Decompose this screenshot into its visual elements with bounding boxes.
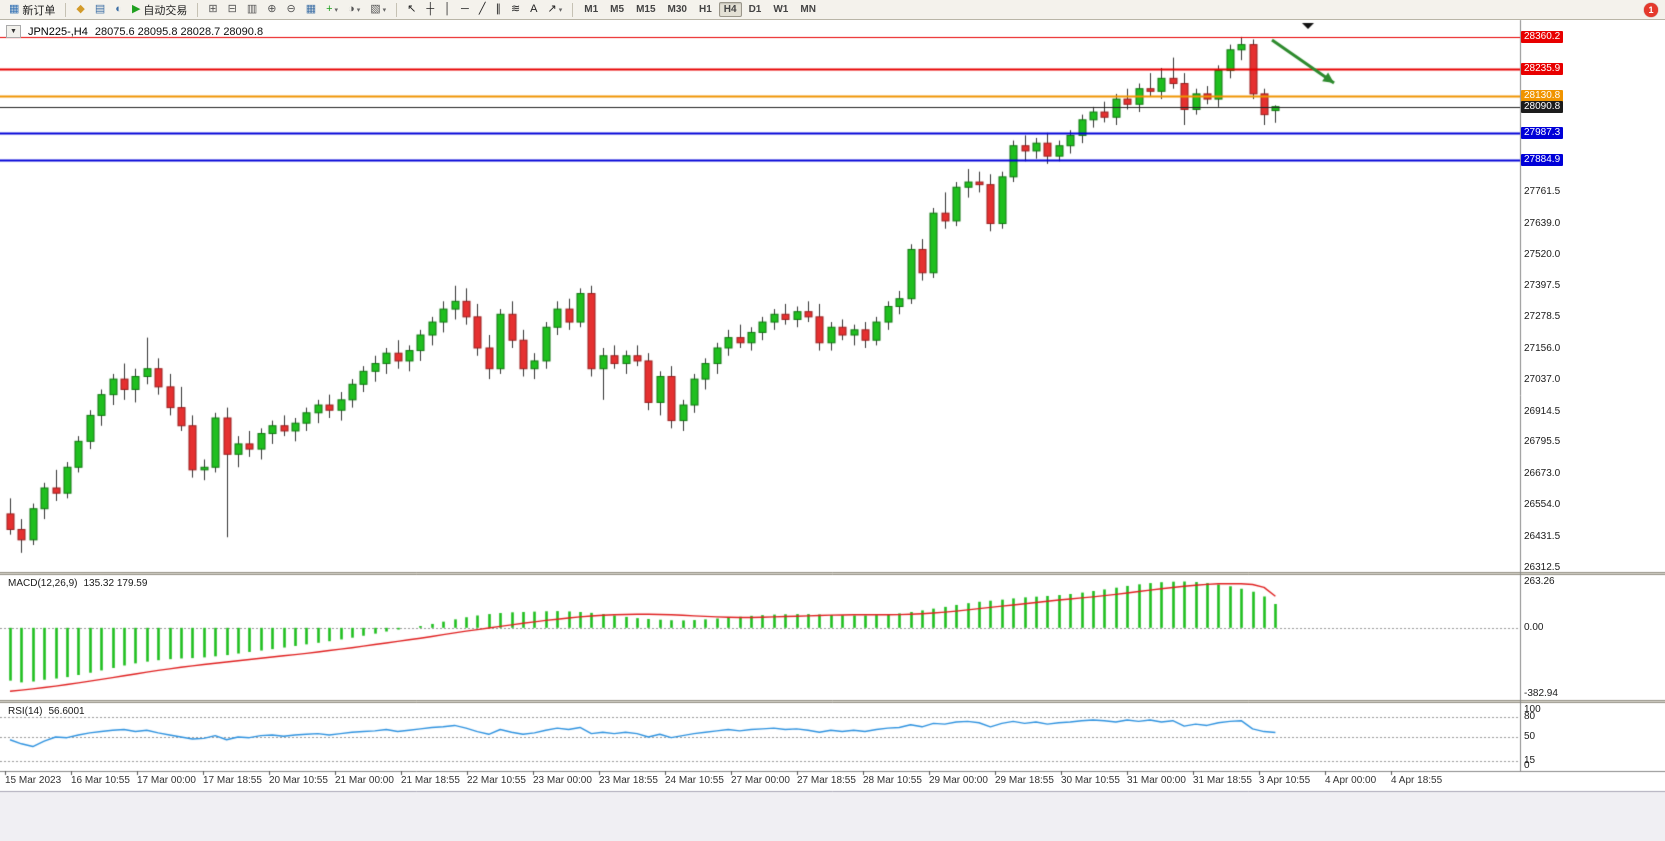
notification-badge[interactable]: 1 [1644, 3, 1658, 17]
zoom-out-icon: ⊖ [286, 3, 296, 15]
dropdown-arrow-icon: ▾ [558, 6, 563, 14]
new-order-icon: ▦ [9, 3, 20, 15]
arrows-icon: ↗ [547, 3, 557, 15]
timeframe-M1[interactable]: M1 [584, 4, 599, 15]
cursor-icon[interactable]: ↖ [403, 1, 420, 19]
crosshair-icon[interactable]: ┼ [422, 1, 438, 19]
new-order-button[interactable]: ▦ 新订单 [5, 1, 59, 19]
rsi-value: 56.6001 [48, 706, 85, 717]
cursor-icon: ↖ [407, 3, 417, 15]
horizontal-line-icon[interactable]: ─ [457, 1, 473, 19]
text-icon[interactable]: A [526, 1, 541, 19]
grid-icon[interactable]: ▦ [302, 1, 320, 19]
vertical-line-icon: │ [444, 3, 452, 15]
templates-icon: ▧ [370, 3, 381, 15]
rsi-label: RSI(14) 56.6001 [8, 706, 85, 717]
chart-ohlc-values: 28075.6 28095.8 28028.7 28090.8 [94, 25, 264, 38]
fibonacci-icon[interactable]: ≋ [507, 1, 524, 19]
toolbar-separator [572, 2, 574, 17]
timeframe-MN[interactable]: MN [800, 4, 816, 15]
toolbar-separator [65, 2, 67, 17]
cascade-windows-icon[interactable]: ⊟ [224, 1, 241, 19]
auto-trading-button[interactable]: ▶ 自动交易 [128, 1, 191, 19]
zoom-in-icon: ⊕ [267, 3, 277, 15]
new-order-button-label: 新订单 [22, 4, 56, 17]
timeframe-H4[interactable]: H4 [718, 2, 742, 17]
navigator-icon: ◐ [115, 3, 122, 15]
macd-label: MACD(12,26,9) 135.32 179.59 [8, 578, 147, 589]
trendline-icon[interactable]: ╱ [475, 1, 490, 19]
profiles-icon[interactable]: ◆ [72, 1, 88, 19]
trendline-icon: ╱ [478, 3, 486, 15]
chart-title: ▼ JPN225-,H4 28075.6 28095.8 28028.7 280… [6, 25, 263, 38]
toolbar-separator [396, 2, 398, 17]
dropdown-arrow-icon: ▾ [382, 6, 387, 14]
timeframe-D1[interactable]: D1 [748, 4, 762, 15]
periods-icon: ◑ [348, 3, 355, 15]
timeframe-H1[interactable]: H1 [698, 4, 712, 15]
toolbar: ▦ 新订单 ◆ ▤ ◐ ▶ 自动交易 ⊞ ⊟ ▥ ⊕ ⊖ ▦ + ▾ ◑ ▾ ▧ ▾ ↖ ┼ │ ─ ╱ ∥ ≋ A ↗ ▾ M1 M5 M1… [0, 0, 1665, 20]
indicators-icon[interactable]: + ▾ [322, 1, 342, 19]
grid-icon: ▦ [305, 3, 317, 15]
timeframe-W1[interactable]: W1 [773, 4, 789, 15]
market-watch-icon: ▤ [94, 3, 106, 15]
zoom-out-icon[interactable]: ⊖ [282, 1, 299, 19]
timeframe-M30[interactable]: M30 [667, 4, 687, 15]
bar-chart-icon[interactable]: ▥ [243, 1, 261, 19]
dropdown-arrow-icon: ▾ [334, 6, 339, 14]
channel-icon: ∥ [495, 3, 501, 15]
vertical-line-icon[interactable]: │ [440, 1, 455, 19]
timeframe-M5[interactable]: M5 [610, 4, 625, 15]
one-click-trading-toggle[interactable]: ▼ [6, 25, 21, 38]
chart-symbol-period: JPN225-,H4 [27, 25, 88, 38]
auto-trading-icon: ▶ [131, 3, 141, 15]
text-icon: A [530, 3, 538, 15]
auto-trading-button-label: 自动交易 [143, 4, 188, 17]
periods-icon[interactable]: ◑ ▾ [344, 1, 364, 19]
navigator-icon[interactable]: ◐ [111, 1, 126, 19]
bar-chart-icon: ▥ [246, 3, 258, 15]
toolbar-separator [197, 2, 199, 17]
zoom-in-icon[interactable]: ⊕ [263, 1, 280, 19]
rsi-name: RSI(14) [8, 706, 43, 717]
tile-windows-icon: ⊞ [208, 3, 218, 15]
templates-icon[interactable]: ▧ ▾ [366, 1, 390, 19]
market-watch-icon[interactable]: ▤ [91, 1, 109, 19]
fibonacci-icon: ≋ [510, 3, 521, 15]
timeframe-M15[interactable]: M15 [636, 4, 656, 15]
horizontal-line-icon: ─ [461, 3, 469, 15]
arrows-icon[interactable]: ↗ ▾ [544, 1, 567, 19]
profiles-icon: ◆ [76, 3, 85, 15]
channel-icon[interactable]: ∥ [491, 1, 505, 19]
cascade-windows-icon: ⊟ [227, 3, 237, 15]
dropdown-arrow-icon: ▾ [356, 6, 361, 14]
crosshair-icon: ┼ [426, 3, 435, 15]
indicators-icon: + [326, 3, 333, 15]
macd-values: 135.32 179.59 [83, 578, 148, 589]
tile-windows-icon[interactable]: ⊞ [204, 1, 221, 19]
macd-name: MACD(12,26,9) [8, 578, 78, 589]
